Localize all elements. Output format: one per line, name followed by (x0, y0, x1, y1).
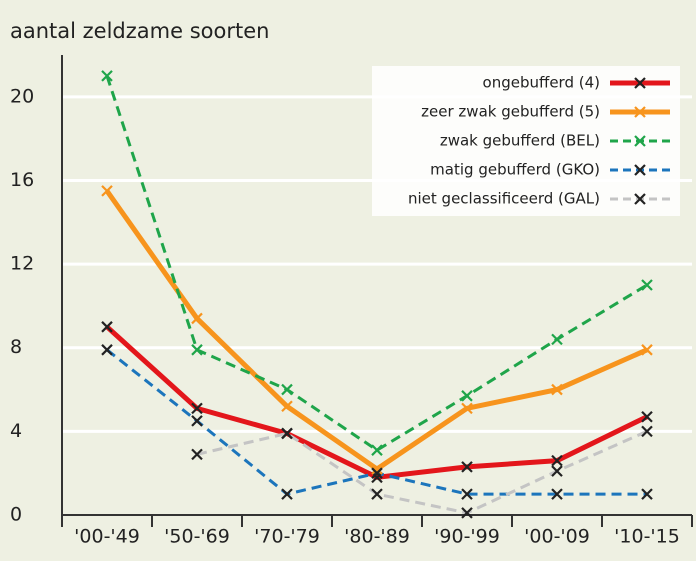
marker-cross (461, 461, 473, 473)
marker (634, 164, 646, 176)
marker-cross (371, 444, 383, 456)
series-line (196, 429, 648, 515)
x-tick-label: '00-'49 (74, 526, 140, 548)
marker-cross (461, 390, 473, 402)
legend-label: ongebufferd (4) (483, 74, 600, 92)
marker (641, 410, 653, 423)
marker-cross (551, 488, 563, 500)
legend: ongebufferd (4) zeer zwak gebufferd (5) zw… (372, 66, 680, 216)
marker (634, 193, 646, 205)
marker-cross (461, 488, 473, 500)
marker (371, 463, 383, 475)
marker-cross (191, 402, 203, 415)
marker (101, 344, 113, 356)
marker-cross (551, 333, 563, 346)
marker-cross (371, 471, 383, 484)
marker-cross (461, 402, 473, 415)
marker-cross (551, 465, 563, 477)
marker (281, 488, 293, 500)
marker-cross (641, 410, 653, 423)
marker-cross (191, 415, 203, 427)
x-tick-label: '50-'69 (164, 526, 230, 548)
marker (641, 425, 653, 438)
marker-cross (101, 185, 113, 197)
marker-cross (281, 383, 293, 396)
marker (551, 488, 563, 500)
x-tick-label: '10-'15 (614, 526, 680, 548)
marker (281, 400, 293, 413)
marker (551, 465, 563, 477)
marker-cross (281, 488, 293, 500)
marker-cross (101, 70, 113, 82)
marker (191, 344, 203, 356)
legend-label: matig gebufferd (GKO) (430, 161, 600, 179)
marker-cross (634, 77, 646, 89)
legend-label: zeer zwak gebufferd (5) (421, 103, 600, 121)
y-tick-label: 8 (10, 336, 22, 358)
marker (191, 448, 203, 461)
marker (281, 427, 293, 440)
legend-label: zwak gebufferd (BEL) (440, 132, 600, 150)
marker (551, 333, 563, 346)
marker (634, 106, 646, 118)
marker (371, 467, 383, 479)
marker-cross (101, 321, 113, 333)
marker-cross (281, 400, 293, 413)
marker (281, 383, 293, 396)
marker (641, 488, 653, 500)
marker (634, 135, 646, 147)
marker (551, 454, 563, 467)
marker (191, 415, 203, 427)
x-tick-label: '90-'99 (434, 526, 500, 548)
y-tick-label: 16 (10, 169, 34, 191)
marker (191, 402, 203, 415)
marker-cross (371, 463, 383, 475)
marker (371, 444, 383, 456)
marker-cross (641, 425, 653, 438)
y-tick-label: 12 (10, 253, 34, 275)
marker-cross (634, 193, 646, 205)
marker-cross (281, 427, 293, 440)
marker-cross (371, 488, 383, 500)
marker (461, 461, 473, 473)
marker (461, 507, 473, 519)
x-tick-label: '80-'89 (344, 526, 410, 548)
marker (101, 185, 113, 197)
marker-cross (551, 454, 563, 467)
marker (461, 390, 473, 402)
marker (371, 488, 383, 500)
marker (551, 383, 563, 396)
marker-cross (634, 164, 646, 176)
marker-cross (634, 106, 646, 118)
marker (101, 70, 113, 82)
y-tick-label: 20 (10, 85, 34, 107)
marker-cross (191, 344, 203, 356)
chart-title: aantal zeldzame soorten (10, 19, 269, 43)
marker (461, 488, 473, 500)
x-tick-label: '70-'79 (254, 526, 320, 548)
y-tick-label: 0 (10, 504, 22, 526)
marker-cross (191, 312, 203, 325)
marker (641, 344, 653, 356)
marker (634, 77, 646, 89)
x-tick-label: '00-'09 (524, 526, 590, 548)
marker (371, 471, 383, 484)
marker-cross (641, 488, 653, 500)
marker-cross (371, 467, 383, 479)
marker (191, 312, 203, 325)
marker-cross (191, 448, 203, 461)
marker-cross (461, 507, 473, 519)
marker-cross (641, 279, 653, 291)
marker (641, 279, 653, 291)
marker (461, 402, 473, 415)
marker-cross (101, 344, 113, 356)
y-tick-label: 4 (10, 420, 22, 442)
legend-label: niet geclassificeerd (GAL) (408, 190, 600, 208)
marker-cross (551, 383, 563, 396)
marker (101, 321, 113, 333)
marker-cross (634, 135, 646, 147)
marker-cross (641, 344, 653, 356)
